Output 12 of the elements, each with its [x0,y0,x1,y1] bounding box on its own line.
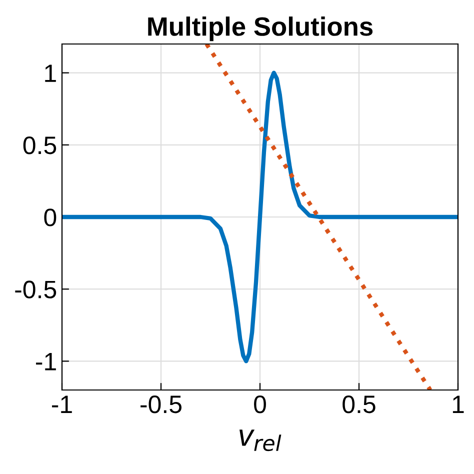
y-tick-label: 0.5 [23,136,56,154]
y-tick-label: -1 [36,353,56,370]
x-axis-title: v$_{rel}$ [240,430,282,452]
x-tick-label: 0 [254,396,266,414]
x-tick-label: -0.5 [140,396,182,414]
chart-title: Multiple Solutions [148,16,373,42]
y-tick-label: -0.5 [15,280,56,298]
y-tick-label: 0 [44,208,56,226]
y-tick-label: 1 [45,64,56,82]
line-series [62,70,458,364]
x-tick-label: 0.5 [342,396,376,414]
x-tick-label: 1 [452,396,464,413]
